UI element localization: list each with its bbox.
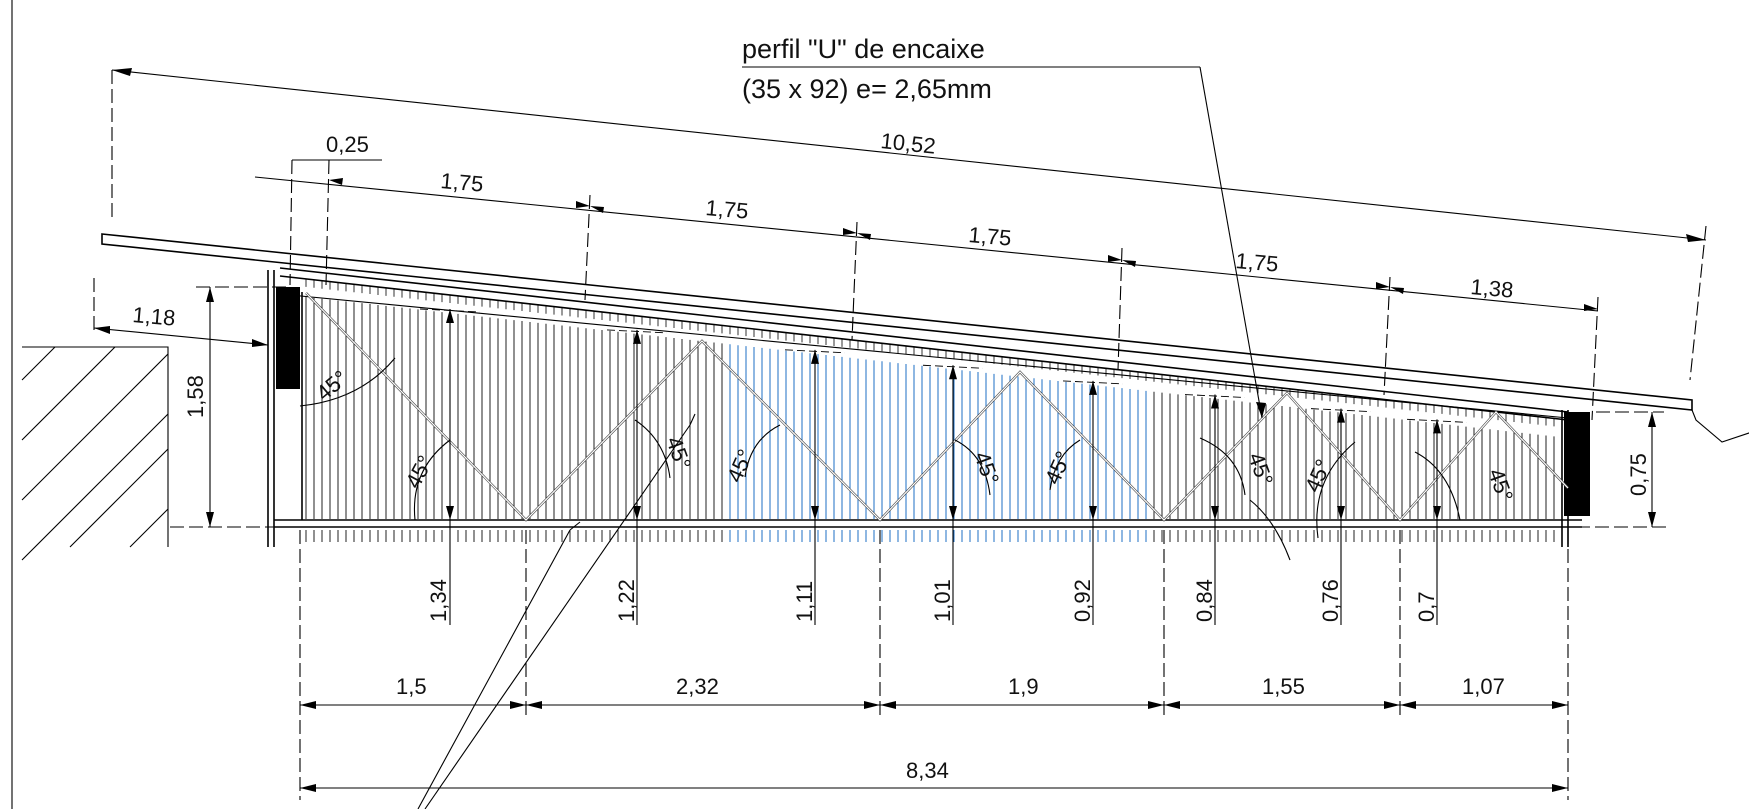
roof-sheet xyxy=(101,233,1749,443)
angle-label-3: 45° xyxy=(661,433,696,473)
overall-roof-dimension xyxy=(111,68,1707,381)
roof-spacing-dimensions xyxy=(254,159,1599,421)
angle-label-8: 45° xyxy=(1300,455,1336,496)
dim-post-1: 1,34 xyxy=(426,579,451,622)
dim-spacing-4: 1,75 xyxy=(1235,248,1280,277)
truss-bottom-chord xyxy=(170,519,1670,528)
note-line-1: perfil "U" de encaixe xyxy=(742,34,985,64)
dim-spacing-5: 1,38 xyxy=(1470,274,1515,303)
angle-label-5: 45° xyxy=(969,448,1004,488)
left-height-dimension xyxy=(196,286,290,527)
dim-post-4: 1,01 xyxy=(930,579,955,622)
dim-offset: 0,25 xyxy=(326,132,369,157)
right-support-block xyxy=(1564,412,1590,516)
dim-post-5: 0,92 xyxy=(1070,579,1095,622)
angle-label-6: 45° xyxy=(1040,447,1076,488)
truss-top-chord xyxy=(279,267,1569,421)
dim-bottom-4: 1,55 xyxy=(1262,674,1305,699)
dim-post-7: 0,76 xyxy=(1318,579,1343,622)
left-end-post xyxy=(267,270,303,547)
dim-bottom-1: 1,5 xyxy=(396,674,427,699)
dim-left-height: 1,58 xyxy=(183,375,208,418)
dim-post-3: 1,11 xyxy=(792,581,817,622)
dim-bottom-total: 8,34 xyxy=(906,758,949,783)
post-height-dimensions xyxy=(419,308,1468,625)
lower-infill-strip xyxy=(305,530,1563,542)
dim-bottom-5: 1,07 xyxy=(1462,674,1505,699)
dim-post-6: 0,84 xyxy=(1192,579,1217,622)
dim-overhang: 1,18 xyxy=(132,302,177,331)
note-leader xyxy=(742,66,1266,419)
angle-label-9: 45° xyxy=(1483,465,1518,505)
bottom-dimension-chain xyxy=(299,530,1569,800)
angle-arcs xyxy=(299,357,1461,561)
lower-leader-lines xyxy=(417,413,696,809)
left-support-block xyxy=(276,287,300,389)
dim-right-height: 0,75 xyxy=(1626,453,1651,496)
angle-label-7: 45° xyxy=(1243,449,1278,489)
overhang-dimension xyxy=(93,278,269,347)
masonry-wall xyxy=(21,346,169,561)
dim-bottom-3: 1,9 xyxy=(1008,674,1039,699)
truss-web-diagonals xyxy=(305,292,1569,522)
dim-bottom-2: 2,32 xyxy=(676,674,719,699)
dim-spacing-3: 1,75 xyxy=(968,222,1013,251)
dim-post-2: 1,22 xyxy=(614,579,639,622)
dim-spacing-2: 1,75 xyxy=(705,195,750,224)
right-end-post xyxy=(1561,410,1590,547)
dim-overall-roof: 10,52 xyxy=(879,128,936,159)
right-height-dimension xyxy=(1596,411,1664,527)
note-line-2: (35 x 92) e= 2,65mm xyxy=(742,74,992,104)
dim-spacing-1: 1,75 xyxy=(440,168,485,197)
dim-post-8: 0,7 xyxy=(1414,591,1439,622)
